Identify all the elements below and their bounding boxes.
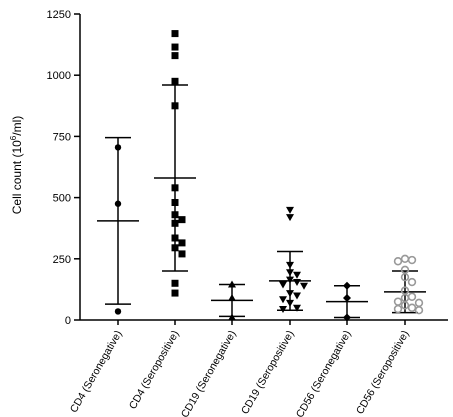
y-axis-label: Cell count (106/ml) bbox=[9, 116, 24, 215]
data-point-square bbox=[171, 219, 179, 227]
y-axis: 0 250 500 750 1000 1250 bbox=[47, 9, 81, 327]
data-group bbox=[326, 281, 368, 322]
data-point-triangle-down bbox=[286, 214, 294, 222]
x-tick-label: CD4 (Seropositive) bbox=[127, 329, 182, 412]
data-point-triangle-down bbox=[300, 282, 308, 290]
data-point-open-circle bbox=[407, 292, 417, 301]
data-point-open-circle bbox=[400, 272, 410, 282]
data-point-triangle-down bbox=[286, 269, 294, 277]
y-tick-label: 1000 bbox=[47, 70, 71, 82]
data-point-circle bbox=[114, 308, 122, 315]
data-point-diamond bbox=[343, 293, 351, 302]
y-axis-label-unit: /ml) bbox=[10, 116, 24, 136]
y-axis-label-text: Cell count (10 bbox=[10, 140, 24, 214]
data-point-open-circle bbox=[407, 277, 417, 287]
y-axis-label-superscript: 6 bbox=[9, 135, 18, 140]
data-point-square bbox=[171, 289, 179, 297]
data-point-square bbox=[171, 244, 179, 252]
data-point-square bbox=[171, 279, 179, 287]
data-point-triangle-down bbox=[286, 290, 294, 298]
data-point-triangle-down bbox=[286, 261, 294, 269]
data-point-triangle-up bbox=[228, 280, 236, 288]
data-point-triangle-down bbox=[293, 292, 301, 300]
data-point-square bbox=[171, 184, 179, 192]
data-group bbox=[97, 136, 139, 315]
data-point-triangle-up bbox=[228, 313, 236, 321]
data-point-square bbox=[178, 250, 186, 258]
data-point-triangle-down bbox=[286, 206, 294, 214]
data-point-open-circle bbox=[414, 298, 424, 308]
data-point-square bbox=[171, 77, 179, 85]
data-point-triangle-down bbox=[293, 271, 301, 279]
data-point-triangle-up bbox=[228, 293, 236, 301]
x-tick-label: CD56 (Seropositive) bbox=[354, 329, 412, 417]
data-group bbox=[211, 280, 253, 321]
data-point-triangle-down bbox=[279, 296, 287, 304]
data-point-circle bbox=[114, 200, 122, 207]
data-point-open-circle bbox=[414, 306, 424, 315]
y-tick-label: 750 bbox=[53, 131, 71, 143]
data-point-square bbox=[171, 30, 179, 38]
data-point-triangle-down bbox=[293, 279, 301, 287]
data-point-diamond bbox=[343, 281, 351, 290]
data-point-square bbox=[178, 239, 186, 247]
data-point-triangle-down bbox=[286, 299, 294, 307]
data-point-circle bbox=[114, 144, 122, 151]
data-point-open-circle bbox=[393, 297, 403, 306]
data-point-open-circle bbox=[407, 303, 417, 312]
data-point-square bbox=[171, 102, 179, 110]
data-point-triangle-down bbox=[279, 305, 287, 313]
x-axis: CD4 (Seronegative) CD4 (Seropositive)CD19… bbox=[68, 319, 448, 417]
data-point-square bbox=[171, 198, 179, 206]
x-tick-label: CD19 (Seronegative) bbox=[179, 329, 239, 417]
data-point-open-circle bbox=[393, 304, 403, 314]
y-tick-label: 1250 bbox=[47, 9, 71, 21]
y-tick-label: 0 bbox=[65, 315, 71, 327]
data-group bbox=[384, 254, 426, 315]
data-point-triangle-down bbox=[293, 304, 301, 312]
data-point-square bbox=[178, 216, 186, 224]
data-point-diamond bbox=[343, 313, 351, 322]
data-point-square bbox=[171, 234, 179, 242]
data-point-square bbox=[171, 52, 179, 60]
x-tick-label: CD4 (Seronegative) bbox=[68, 329, 125, 415]
data-point-triangle-down bbox=[279, 281, 287, 289]
data-point-open-circle bbox=[400, 254, 410, 263]
data-point-square bbox=[171, 43, 179, 51]
x-tick-label: CD56 (Seronegative) bbox=[294, 329, 354, 417]
data-groups bbox=[97, 30, 426, 322]
data-point-open-circle bbox=[407, 255, 417, 265]
data-point-open-circle bbox=[400, 301, 410, 310]
data-point-triangle-down bbox=[286, 276, 294, 284]
data-point-open-circle bbox=[393, 257, 403, 266]
data-group bbox=[269, 206, 311, 313]
x-tick-label: CD19 (Seropositive) bbox=[239, 329, 297, 417]
data-group bbox=[154, 30, 196, 297]
y-tick-label: 250 bbox=[53, 254, 71, 266]
y-tick-label: 500 bbox=[53, 193, 71, 205]
data-point-square bbox=[171, 211, 179, 219]
